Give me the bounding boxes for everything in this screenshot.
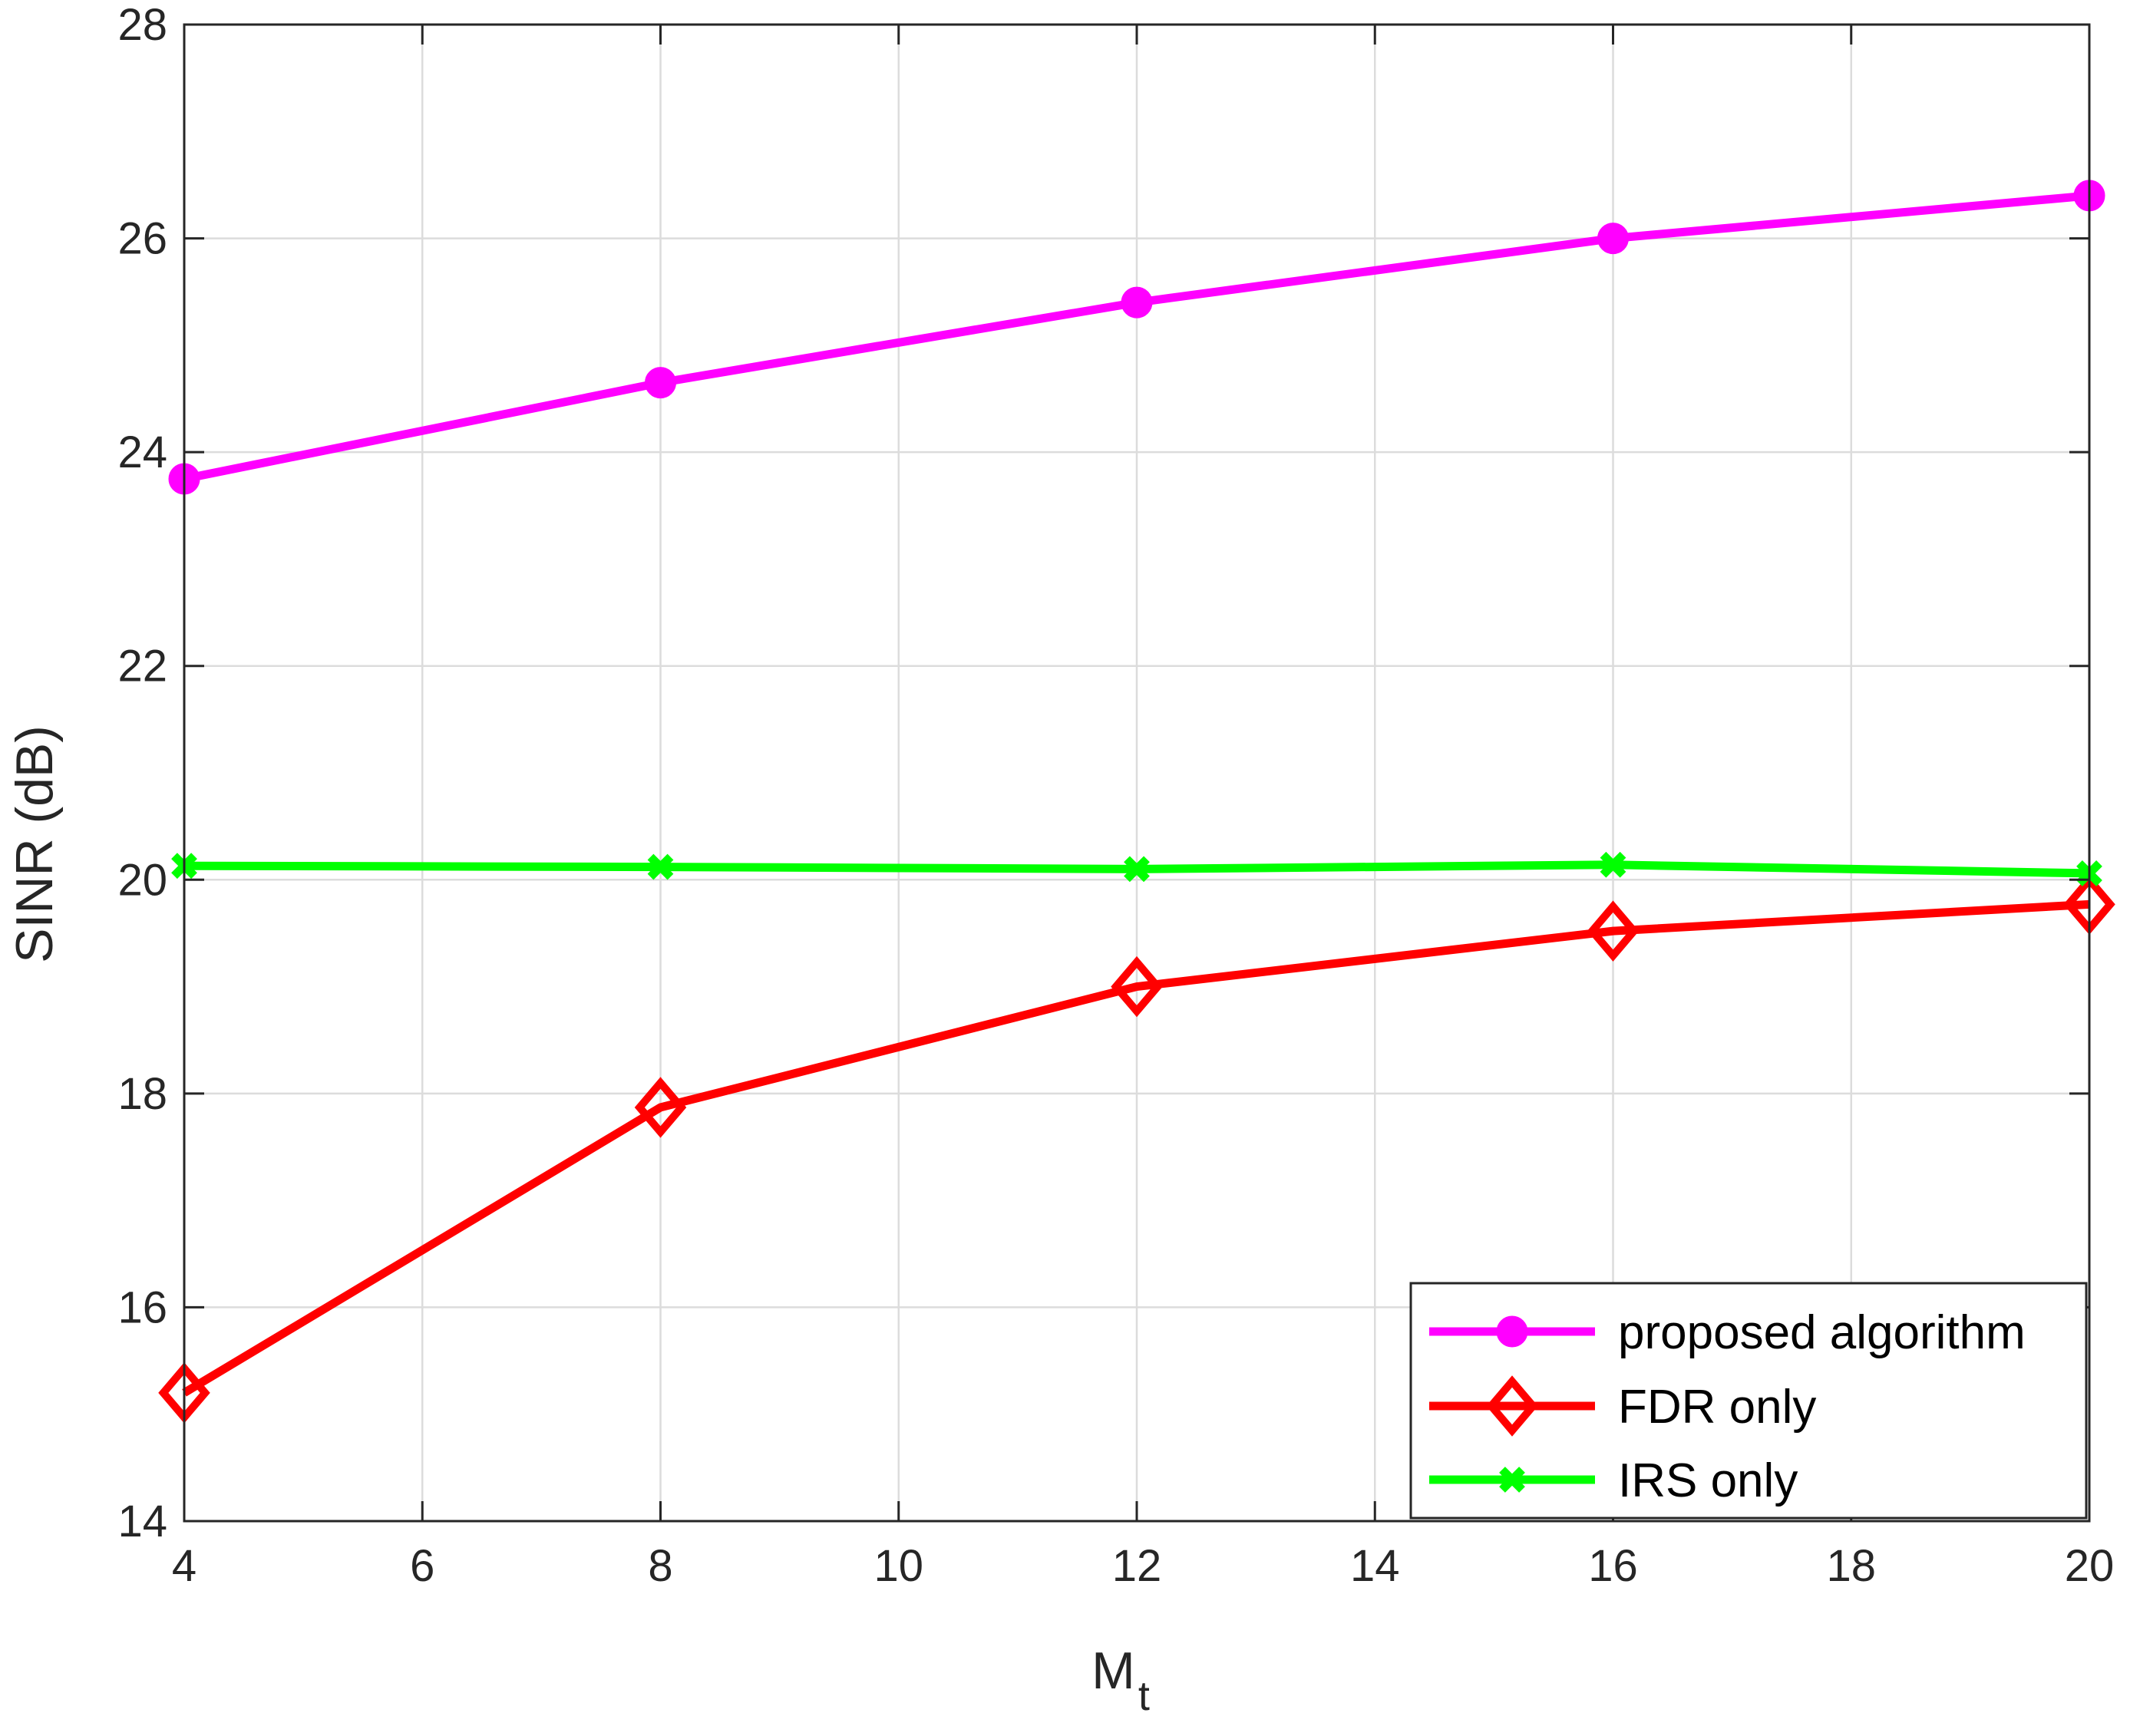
- legend-marker: [1496, 1315, 1528, 1348]
- legend: proposed algorithm FDR only IRS only: [1409, 1282, 2088, 1520]
- x-tick-label: 18: [1826, 1541, 1876, 1591]
- axes-frame: [183, 23, 2091, 1523]
- legend-entry-1: FDR only: [1429, 1375, 1816, 1437]
- x-tick-label: 16: [1588, 1541, 1638, 1591]
- data-point: [647, 853, 674, 880]
- y-axis-label: SINR (dB): [5, 725, 64, 963]
- y-tick-label: 16: [117, 1282, 167, 1332]
- y-tick-label: 18: [117, 1069, 167, 1119]
- x-axis-label-subscript: t: [1138, 1673, 1150, 1719]
- x-tick-label: 12: [1112, 1541, 1162, 1591]
- data-point: [1597, 223, 1629, 255]
- x-tick-label: 10: [873, 1541, 923, 1591]
- data-point: [1600, 851, 1626, 878]
- y-tick-label: 28: [117, 0, 167, 50]
- y-tick-label: 26: [117, 214, 167, 264]
- x-axis-label: Mt: [1091, 1642, 1150, 1719]
- series-2: [171, 851, 2102, 886]
- tick-labels: 4 6 8 10 12 14 16 18 20 14 16 18 20 22 24 26 28: [117, 0, 2114, 1591]
- y-tick-label: 20: [117, 855, 167, 905]
- data-point: [1587, 900, 1640, 962]
- x-tick-label: 14: [1350, 1541, 1400, 1591]
- y-tick-label: 22: [117, 642, 167, 691]
- legend-marker: [1499, 1467, 1525, 1493]
- data-point: [1111, 955, 1163, 1018]
- legend-marker: [1486, 1375, 1538, 1437]
- series-1: [158, 873, 2115, 1424]
- x-tick-label: 6: [410, 1541, 434, 1591]
- legend-entry-2: IRS only: [1429, 1454, 1798, 1507]
- series-layer: [158, 180, 2115, 1424]
- legend-entry-0: proposed algorithm: [1429, 1306, 2026, 1359]
- data-point: [645, 367, 676, 399]
- data-point: [1124, 856, 1150, 883]
- series-0: [168, 180, 2105, 495]
- data-point: [634, 1077, 687, 1138]
- data-point: [1121, 286, 1153, 318]
- x-tick-label: 8: [648, 1541, 672, 1591]
- legend-label: FDR only: [1618, 1381, 1816, 1434]
- x-tick-label: 20: [2065, 1541, 2115, 1591]
- y-tick-label: 24: [117, 427, 167, 477]
- series-line: [182, 899, 2090, 1397]
- legend-label: IRS only: [1618, 1454, 1798, 1507]
- x-tick-label: 4: [172, 1541, 196, 1591]
- y-tick-label: 14: [117, 1497, 167, 1546]
- legend-label: proposed algorithm: [1618, 1306, 2026, 1359]
- x-axis-label-main: M: [1091, 1642, 1135, 1700]
